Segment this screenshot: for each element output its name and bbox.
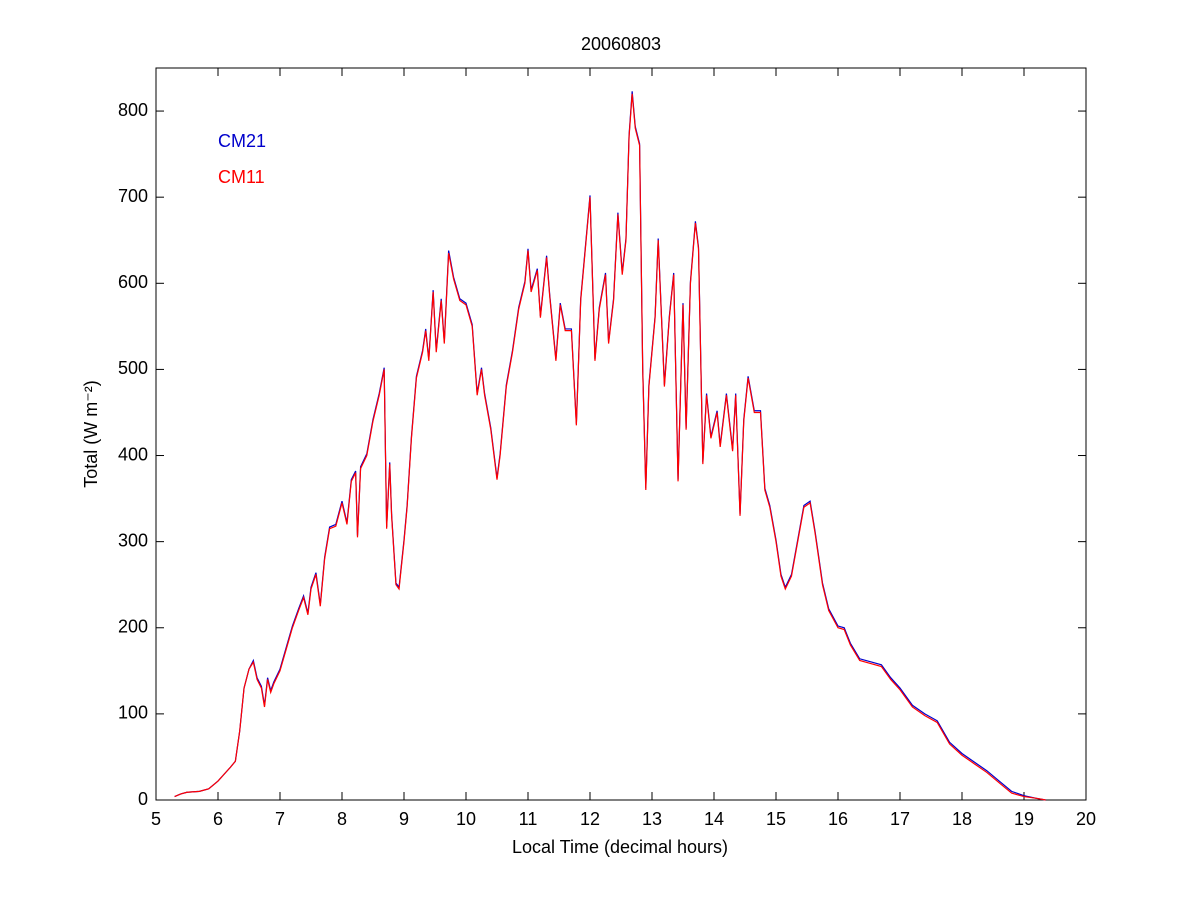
x-tick-label: 14 <box>704 809 724 829</box>
y-tick-label: 200 <box>118 617 148 637</box>
x-tick-label: 15 <box>766 809 786 829</box>
y-tick-label: 800 <box>118 100 148 120</box>
legend-entry: CM21 <box>218 131 266 151</box>
x-tick-label: 13 <box>642 809 662 829</box>
y-tick-label: 100 <box>118 703 148 723</box>
x-tick-label: 11 <box>519 809 538 829</box>
y-tick-label: 0 <box>138 789 148 809</box>
x-tick-label: 6 <box>213 809 223 829</box>
y-tick-label: 700 <box>118 186 148 206</box>
x-tick-label: 16 <box>828 809 848 829</box>
x-tick-label: 18 <box>952 809 972 829</box>
x-tick-label: 5 <box>151 809 161 829</box>
x-tick-label: 9 <box>399 809 409 829</box>
x-tick-label: 20 <box>1076 809 1096 829</box>
x-tick-label: 12 <box>580 809 600 829</box>
y-tick-label: 500 <box>118 358 148 378</box>
y-tick-label: 300 <box>118 530 148 550</box>
x-tick-label: 19 <box>1014 809 1034 829</box>
x-tick-label: 8 <box>337 809 347 829</box>
plot-frame <box>155 67 1087 801</box>
x-axis-label: Local Time (decimal hours) <box>512 837 728 857</box>
x-tick-label: 10 <box>456 809 476 829</box>
legend-entry: CM11 <box>218 167 265 187</box>
x-tick-label: 17 <box>890 809 910 829</box>
y-axis-label: Total (W m⁻²) <box>81 380 101 488</box>
line-series <box>174 93 1046 801</box>
x-tick-label: 7 <box>275 809 285 829</box>
y-tick-label: 600 <box>118 272 148 292</box>
y-tick-label: 400 <box>118 444 148 464</box>
chart-title: 20060803 <box>581 34 661 54</box>
